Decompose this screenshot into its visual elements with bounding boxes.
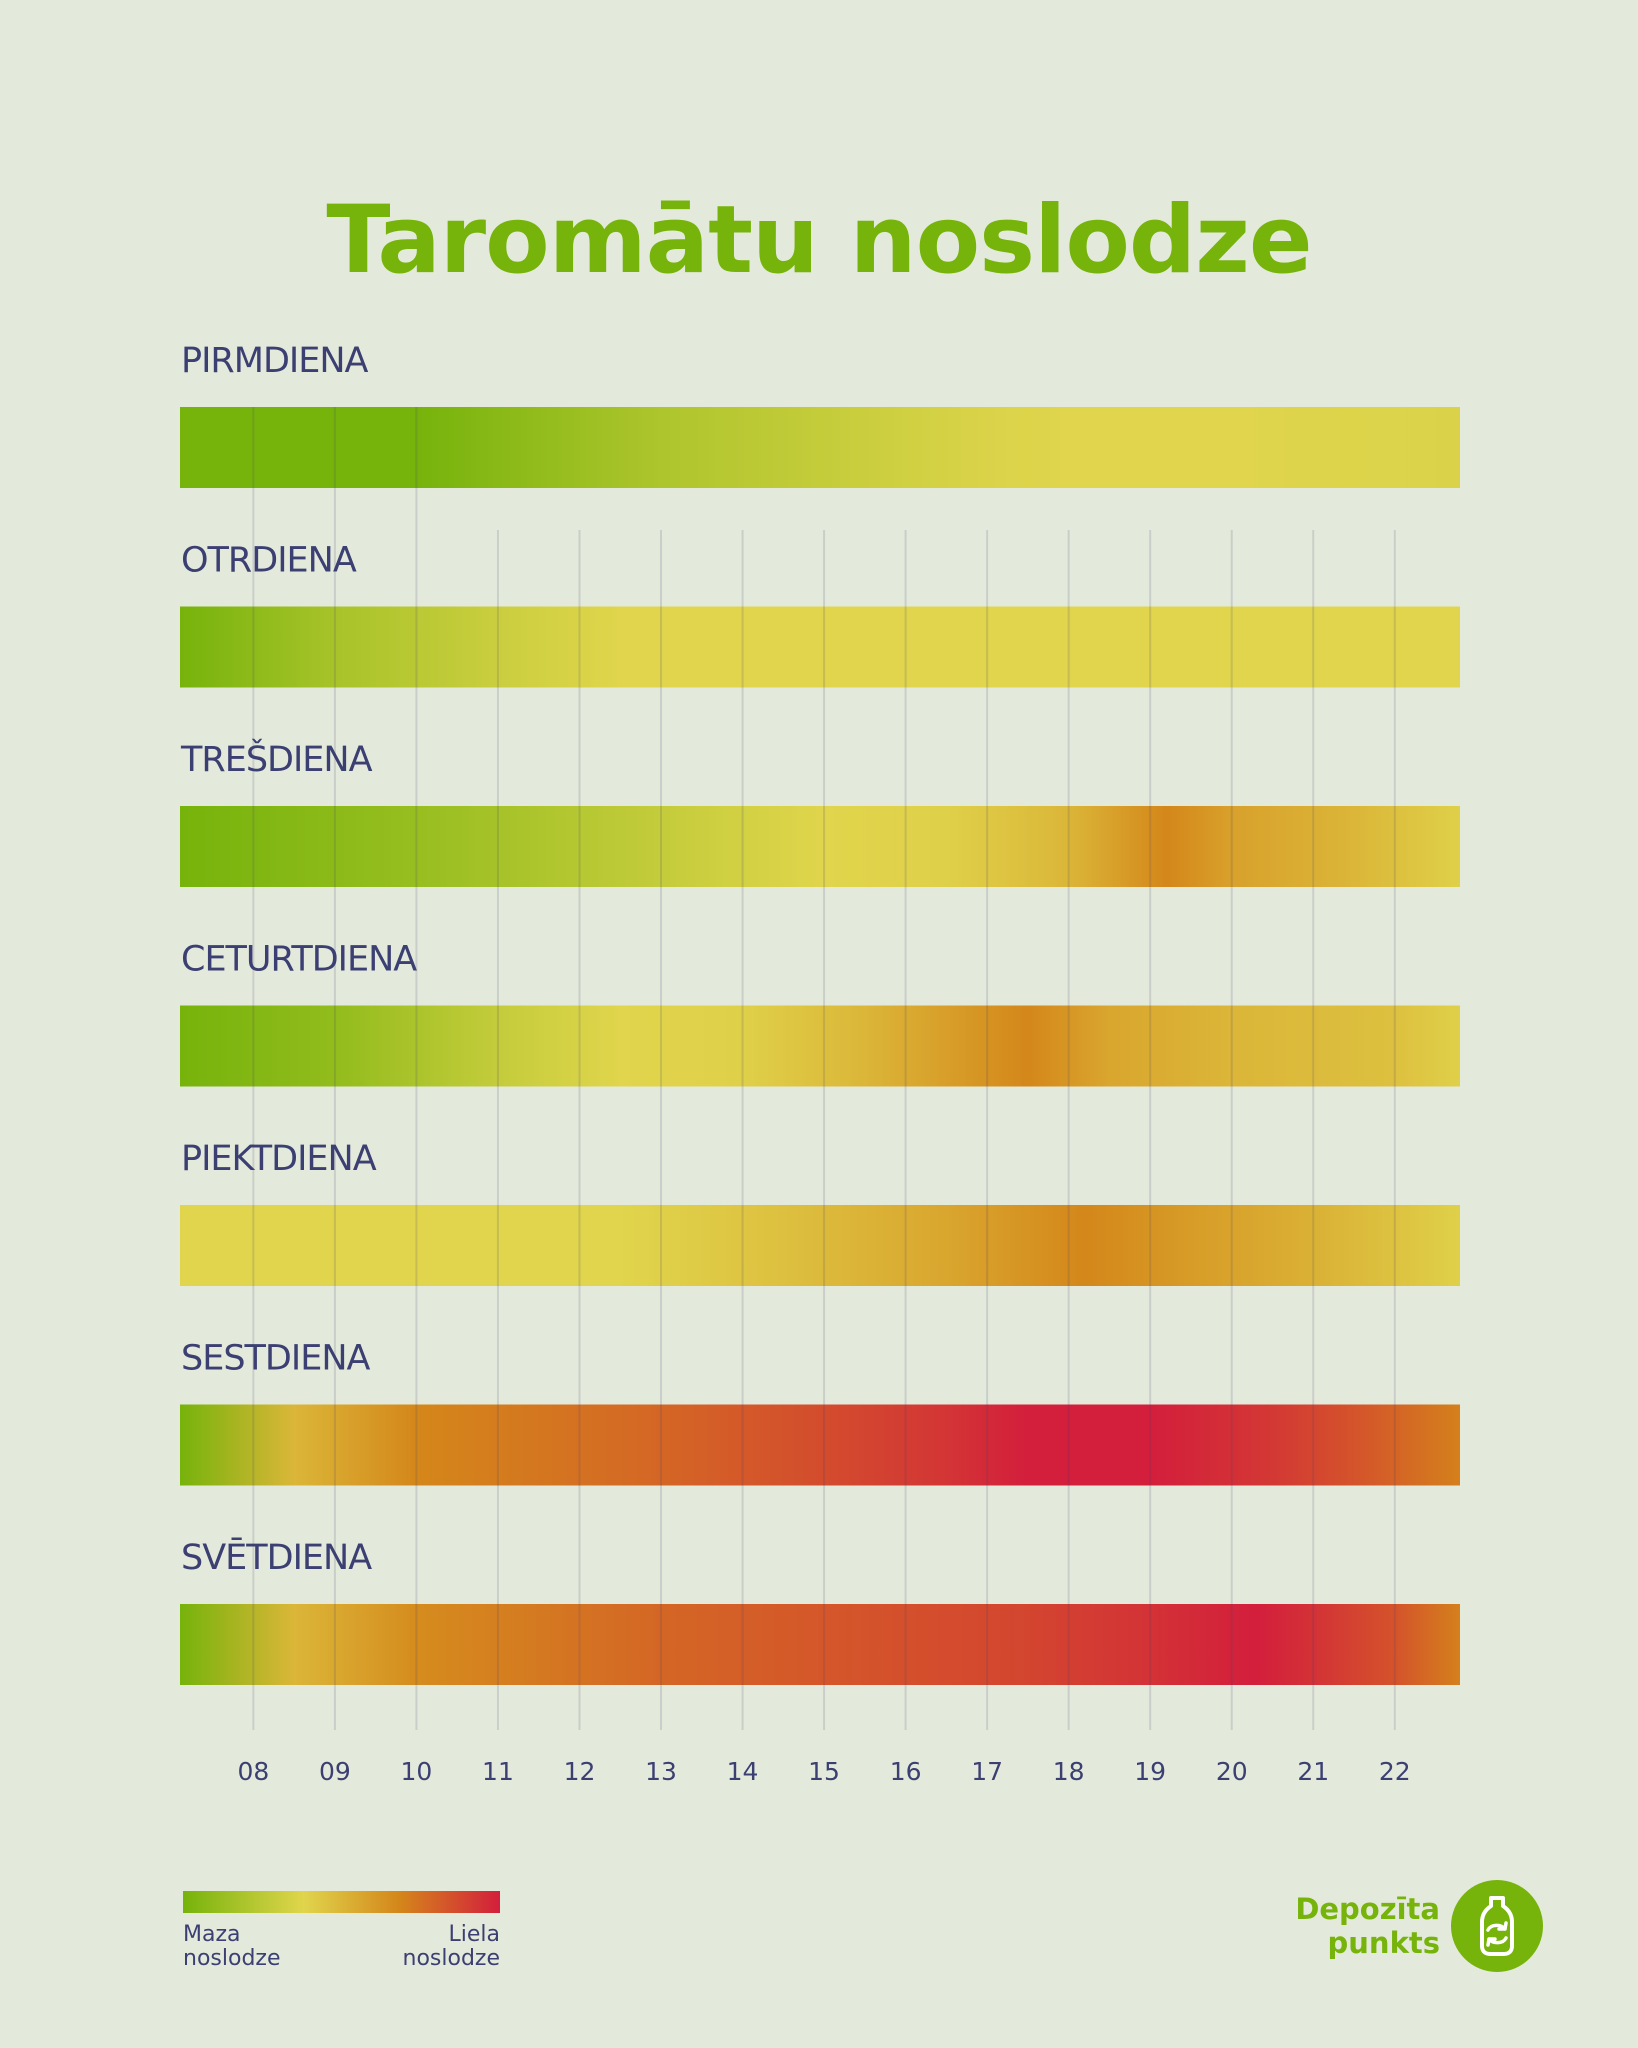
legend-low-label: Maza noslodze xyxy=(183,1922,281,1971)
x-tick-label: 17 xyxy=(971,1757,1003,1786)
x-tick-label: 15 xyxy=(808,1757,840,1786)
x-tick-label: 12 xyxy=(564,1757,596,1786)
heat-bar-1 xyxy=(180,606,1460,688)
heat-bar-4 xyxy=(180,1205,1460,1286)
day-label: SVĒTDIENA xyxy=(181,1537,372,1578)
x-tick-label: 21 xyxy=(1297,1757,1329,1786)
x-tick-label: 11 xyxy=(482,1757,514,1786)
day-label: CETURTDIENA xyxy=(181,940,417,980)
heat-bar-0 xyxy=(180,407,1460,488)
page-title: Taromātu noslodze xyxy=(326,186,1312,295)
x-tick-label: 20 xyxy=(1216,1757,1248,1786)
day-label: PIRMDIENA xyxy=(181,341,369,381)
x-tick-label: 10 xyxy=(401,1757,433,1786)
heatmap-chart: PIRMDIENA OTRDIENA TREŠDIENA CETURTDIENA PIE… xyxy=(180,341,1460,1786)
x-tick-label: 13 xyxy=(645,1757,677,1786)
bottle-recycle-icon xyxy=(1451,1880,1543,1972)
day-label: TREŠDIENA xyxy=(180,738,373,780)
day-label: OTRDIENA xyxy=(181,541,357,581)
x-tick-label: 08 xyxy=(237,1757,269,1786)
heat-bar-3 xyxy=(180,1005,1460,1087)
x-tick-label: 16 xyxy=(890,1757,922,1786)
x-tick-label: 22 xyxy=(1379,1757,1411,1786)
x-tick-label: 18 xyxy=(1053,1757,1085,1786)
x-tick-label: 19 xyxy=(1134,1757,1166,1786)
x-tick-label: 09 xyxy=(319,1757,351,1786)
legend-gradient-bar xyxy=(183,1891,500,1913)
brand-name: Depozīta punkts xyxy=(1295,1892,1440,1960)
heat-bar-2 xyxy=(180,806,1460,887)
legend-high-label: Liela noslodze xyxy=(402,1922,501,1971)
day-label: SESTDIENA xyxy=(181,1339,370,1379)
heat-bar-5 xyxy=(180,1404,1460,1486)
day-label: PIEKTDIENA xyxy=(181,1139,377,1179)
x-tick-label: 14 xyxy=(727,1757,759,1786)
heat-bar-6 xyxy=(180,1604,1460,1685)
